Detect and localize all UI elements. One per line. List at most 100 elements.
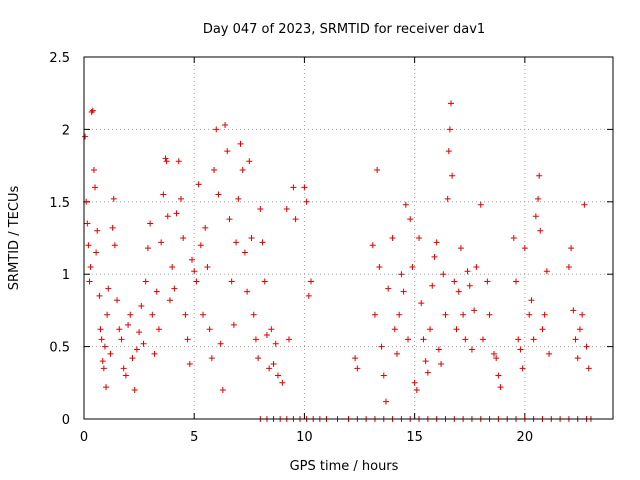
y-tick-label: 2.5 <box>49 51 70 66</box>
data-point <box>136 329 143 336</box>
data-point <box>103 384 110 391</box>
x-axis-label: GPS time / hours <box>290 459 399 474</box>
data-point <box>87 263 94 270</box>
data-point <box>378 343 385 350</box>
data-point <box>283 206 290 213</box>
data-point <box>444 195 451 202</box>
data-points <box>82 100 594 422</box>
data-point <box>427 326 434 333</box>
data-point <box>305 292 312 299</box>
y-tick-label: 2 <box>62 123 70 138</box>
data-point <box>442 311 449 318</box>
data-point <box>208 355 215 362</box>
data-point <box>438 360 445 367</box>
data-point <box>104 311 111 318</box>
data-point <box>457 245 464 252</box>
data-point <box>543 268 550 275</box>
data-point <box>195 181 202 188</box>
data-point <box>244 288 251 295</box>
data-point <box>460 311 467 318</box>
data-point <box>89 107 96 114</box>
data-point <box>493 355 500 362</box>
data-point <box>110 195 117 202</box>
data-point <box>290 184 297 191</box>
data-point <box>193 278 200 285</box>
data-point <box>239 166 246 173</box>
data-point <box>109 224 116 231</box>
data-point <box>155 326 162 333</box>
data-point <box>250 311 257 318</box>
grid-lines <box>84 57 613 419</box>
data-point <box>101 343 108 350</box>
x-tick-label: 10 <box>296 430 313 445</box>
data-point <box>530 336 537 343</box>
data-point <box>125 321 132 328</box>
data-point <box>224 148 231 155</box>
data-point <box>279 379 286 386</box>
data-point <box>464 268 471 275</box>
data-point <box>211 166 218 173</box>
data-point <box>160 191 167 198</box>
data-point <box>455 288 462 295</box>
data-point <box>484 278 491 285</box>
data-point <box>237 140 244 147</box>
data-point <box>270 360 277 367</box>
data-point <box>413 387 420 394</box>
data-point <box>411 379 418 386</box>
data-point <box>471 307 478 314</box>
data-point <box>398 271 405 278</box>
data-point <box>272 340 279 347</box>
y-tick-label: 0 <box>62 413 70 428</box>
data-point <box>352 355 359 362</box>
data-point <box>537 227 544 234</box>
data-point <box>574 355 581 362</box>
data-point <box>111 242 118 249</box>
data-point <box>215 191 222 198</box>
data-point <box>257 206 264 213</box>
data-point <box>127 311 134 318</box>
data-point <box>479 336 486 343</box>
data-point <box>120 365 127 372</box>
data-point <box>402 201 409 208</box>
data-point <box>230 321 237 328</box>
data-point <box>380 372 387 379</box>
data-point <box>576 326 583 333</box>
data-point <box>177 195 184 202</box>
data-point <box>371 311 378 318</box>
data-point <box>184 336 191 343</box>
data-point <box>175 158 182 165</box>
data-point <box>241 249 248 256</box>
y-axis-label: SRMTID / TECUs <box>7 186 22 291</box>
data-point <box>151 350 158 357</box>
axis-ticks: 0 0.5 1 1.5 2 2.5 0 5 10 15 20 <box>49 51 613 445</box>
data-point <box>182 311 189 318</box>
data-point <box>171 285 178 292</box>
data-point <box>189 256 196 263</box>
data-point <box>462 336 469 343</box>
data-point <box>252 336 259 343</box>
data-point <box>191 268 198 275</box>
data-point <box>513 278 520 285</box>
data-point <box>447 100 454 107</box>
data-point <box>385 285 392 292</box>
data-point <box>477 201 484 208</box>
x-tick-label: 0 <box>80 430 88 445</box>
data-point <box>440 271 447 278</box>
data-point <box>521 245 528 252</box>
data-point <box>400 288 407 295</box>
data-point <box>133 346 140 353</box>
data-point <box>92 184 99 191</box>
data-point <box>490 350 497 357</box>
data-point <box>532 213 539 220</box>
data-point <box>420 336 427 343</box>
data-point <box>98 336 105 343</box>
data-point <box>93 249 100 256</box>
data-point <box>82 133 89 140</box>
data-point <box>169 263 176 270</box>
data-point <box>431 253 438 260</box>
data-point <box>579 311 586 318</box>
data-point <box>263 332 270 339</box>
data-point <box>200 311 207 318</box>
data-point <box>217 340 224 347</box>
